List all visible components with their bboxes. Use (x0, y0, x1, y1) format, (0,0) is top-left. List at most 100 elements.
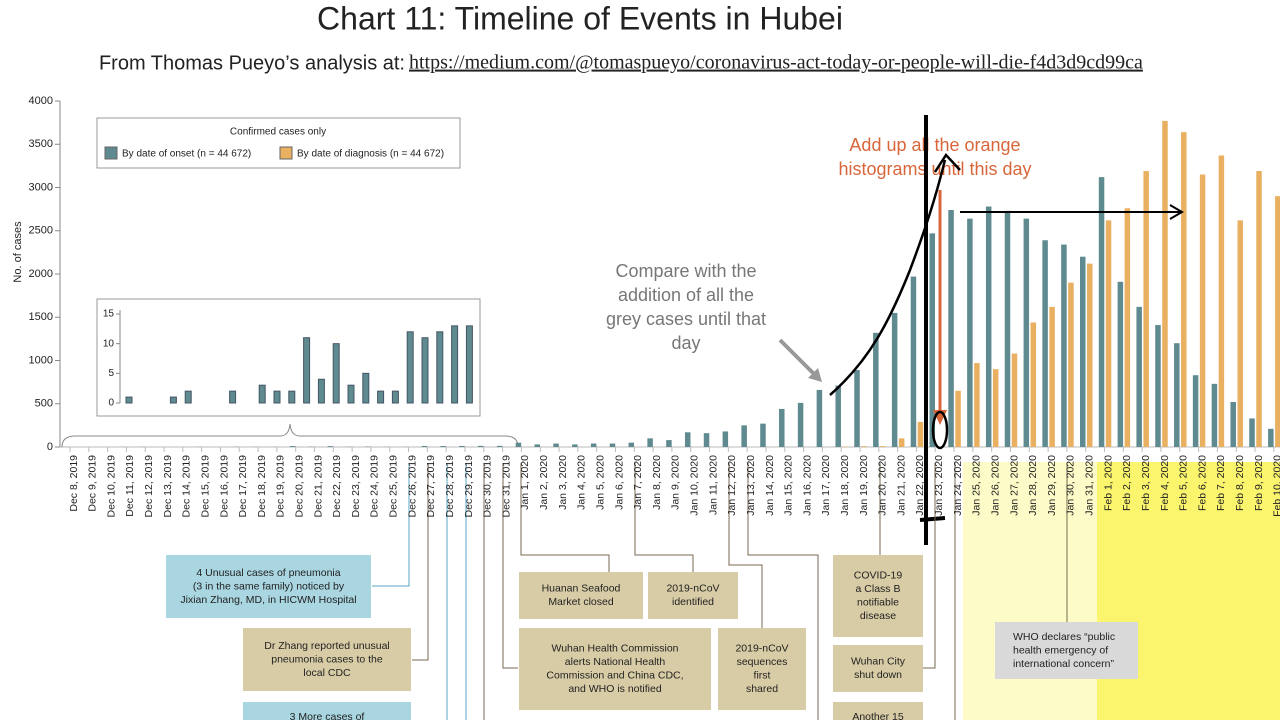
bar (534, 444, 540, 447)
bar (917, 421, 924, 447)
y-tick-label: 2000 (29, 268, 53, 280)
inset-bar (406, 331, 414, 404)
event-text: identified (672, 596, 714, 608)
bar (703, 433, 710, 447)
bar (1275, 196, 1280, 447)
x-tick-label: Feb 8, 2020 (1234, 455, 1246, 511)
inset-bar (288, 390, 296, 404)
bar (1004, 210, 1011, 447)
x-tick-label: Dec 24, 2019 (369, 455, 381, 518)
y-tick-label: 2500 (29, 225, 53, 237)
event-text: local CDC (303, 667, 351, 679)
bar (1079, 256, 1086, 447)
x-tick-label: Jan 5, 2020 (594, 455, 606, 510)
x-tick-label: Jan 9, 2020 (670, 455, 682, 510)
inset-bar (391, 390, 399, 404)
inset-bar (125, 396, 133, 404)
bar (854, 370, 860, 447)
inset-tick-label: 0 (108, 398, 114, 409)
bar (1098, 177, 1105, 447)
event-text: 2019-nCoV (666, 583, 719, 595)
event-text: Dr Zhang reported unusual (264, 640, 390, 652)
x-tick-label: Jan 11, 2020 (707, 455, 719, 515)
x-tick-label: Jan 15, 2020 (783, 455, 795, 516)
x-tick-label: Dec 10, 2019 (105, 455, 117, 518)
x-tick-label: Dec 9, 2019 (87, 455, 99, 512)
inset-bar (451, 325, 459, 404)
y-tick-label: 500 (35, 398, 53, 410)
x-tick-label: Jan 1, 2020 (519, 455, 531, 510)
link[interactable]: https://medium.com/@tomaspueyo/coronavir… (409, 52, 1143, 74)
event-text: WHO declares “public (1013, 631, 1115, 643)
bar (955, 390, 961, 447)
x-tick-label: Jan 19, 2020 (858, 455, 870, 516)
chart-title: Chart 11: Timeline of Events in Hubei (317, 0, 843, 36)
bar (572, 444, 578, 447)
x-tick-label: Jan 28, 2020 (1027, 455, 1039, 516)
legend-box (96, 117, 461, 169)
x-tick-label: Jan 16, 2020 (801, 455, 813, 516)
legend-swatch (104, 146, 118, 160)
x-tick-label: Jan 25, 2020 (971, 455, 983, 516)
event-text: Wuhan City (851, 656, 906, 668)
x-tick-label: Jan 14, 2020 (764, 455, 776, 516)
bar (1143, 171, 1149, 447)
legend-title: Confirmed cases only (230, 127, 326, 138)
x-tick-label: Feb 10, 2020 (1272, 455, 1280, 517)
event-text: international concern” (1013, 658, 1114, 670)
x-tick-label: Dec 18, 2019 (256, 455, 268, 518)
hand-arrow (960, 204, 1184, 220)
inset-bar (184, 390, 192, 404)
bar (1249, 418, 1255, 447)
bar (861, 446, 867, 447)
event-box (833, 702, 923, 720)
event-text: Market closed (548, 596, 614, 608)
x-tick-label: Dec 13, 2019 (162, 455, 174, 518)
bar (1237, 220, 1243, 447)
inset-bar (465, 325, 473, 404)
event-text: Commission and China CDC, (546, 670, 683, 682)
event-text: (3 in the same family) noticed by (193, 580, 345, 592)
bar (891, 312, 898, 447)
x-tick-label: Jan 30, 2020 (1065, 455, 1077, 516)
x-tick-label: Dec 22, 2019 (331, 455, 343, 518)
y-tick-label: 3500 (29, 138, 53, 150)
legend-label: By date of onset (n = 44 672) (122, 149, 251, 160)
bar (760, 423, 766, 447)
inset-brace (61, 423, 519, 448)
bar (1061, 244, 1067, 447)
event-text: 2019-nCoV (735, 643, 788, 655)
event-text: 4 Unusual cases of pneumonia (196, 567, 340, 579)
hand-curve (829, 152, 961, 396)
x-tick-label: Dec 8, 2019 (68, 455, 80, 512)
y-axis-label: No. of cases (12, 221, 24, 283)
x-tick-label: Dec 29, 2019 (463, 455, 475, 518)
x-tick-label: Jan 20, 2020 (877, 455, 889, 516)
bar (797, 402, 804, 447)
x-tick-label: Feb 4, 2020 (1159, 455, 1171, 511)
bar (1155, 325, 1161, 447)
bar (1211, 383, 1218, 447)
bar (1117, 281, 1124, 447)
x-tick-label: Jan 17, 2020 (820, 455, 832, 516)
bar (1023, 218, 1030, 447)
inset-bar (258, 384, 266, 404)
bar (1230, 402, 1236, 447)
x-tick-label: Dec 25, 2019 (388, 455, 400, 518)
x-tick-label: Dec 19, 2019 (275, 455, 287, 518)
inset-bar (169, 396, 177, 404)
x-tick-label: Jan 7, 2020 (632, 455, 644, 510)
bar (553, 443, 559, 447)
bar (1192, 375, 1199, 447)
bar (421, 445, 428, 447)
x-tick-label: Jan 3, 2020 (557, 455, 569, 510)
bar (327, 446, 334, 447)
y-tick-label: 3000 (29, 181, 53, 193)
event-text: disease (860, 610, 896, 622)
inset-bar (332, 343, 340, 404)
legend-swatch (279, 146, 293, 160)
x-tick-label: Jan 27, 2020 (1008, 455, 1020, 516)
bar (1199, 174, 1206, 447)
x-tick-label: Dec 26, 2019 (406, 455, 418, 518)
